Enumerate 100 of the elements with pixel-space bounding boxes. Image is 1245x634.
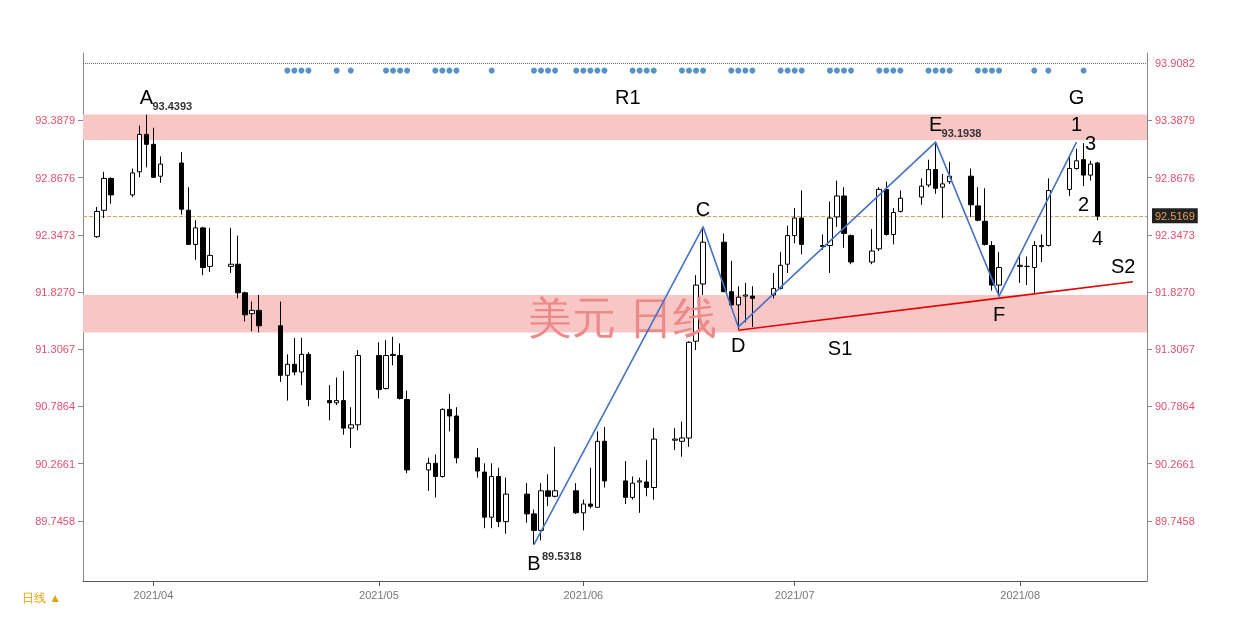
annotation: B: [527, 551, 541, 574]
candlestick: [778, 251, 783, 290]
candlestick: [721, 232, 727, 293]
x-tick-label: 2021/05: [359, 588, 399, 601]
candlestick: [884, 181, 889, 237]
candlestick: [982, 187, 988, 246]
candlestick: [940, 173, 945, 219]
y-tick-label: 90.2661: [35, 457, 75, 470]
candlestick: [285, 353, 290, 402]
candlestick: [94, 206, 100, 239]
candlestick: [623, 460, 628, 505]
candlestick: [475, 447, 480, 479]
x-tick-label: 2021/04: [133, 588, 174, 601]
candlestick: [573, 482, 579, 515]
candlestick: [1039, 234, 1044, 263]
candlestick: [869, 228, 875, 265]
x-tick-label: 2021/08: [1000, 588, 1041, 601]
candlestick: [158, 155, 163, 184]
candlestick: [602, 426, 607, 488]
x-tick-label: 2021/06: [563, 588, 604, 601]
annotation: 93.1938: [941, 127, 982, 140]
y-tick-label: 91.3067: [35, 343, 75, 356]
candlestick: [341, 370, 346, 436]
y2-tick-label: 92.8676: [1155, 171, 1195, 184]
candlestick: [440, 407, 445, 479]
y-tick-label: 92.3473: [35, 228, 75, 241]
candlestick: [1046, 177, 1051, 248]
y2-tick-label: 93.3879: [1155, 114, 1195, 127]
candlestick: [404, 390, 410, 474]
candlestick: [482, 462, 487, 529]
candlestick: [1088, 160, 1093, 182]
y-tick-label: 91.8270: [35, 286, 75, 299]
candlestick: [729, 260, 734, 307]
candlestick: [151, 127, 156, 178]
candlestick: [426, 457, 431, 492]
annotation: 2: [1078, 193, 1090, 216]
y2-tick-label: 90.7864: [1155, 400, 1195, 413]
candlestick: [630, 476, 635, 501]
y-tick-label: 93.3879: [35, 114, 75, 127]
candlestick: [637, 477, 642, 514]
series-label: S2: [1110, 254, 1136, 277]
candlestick: [193, 219, 198, 261]
candlestick: [595, 430, 600, 508]
band-label: S1: [827, 337, 853, 360]
annotation: 4: [1092, 227, 1104, 250]
candlestick: [588, 467, 593, 509]
candlestick: [926, 159, 931, 188]
annotation: G: [1068, 85, 1085, 108]
candlestick: [644, 459, 649, 497]
candlestick: [1095, 161, 1100, 221]
annotation: 1: [1070, 113, 1083, 136]
candlestick: [496, 467, 501, 528]
candlestick: [503, 477, 509, 535]
candlestick: [186, 186, 191, 245]
candlestick: [278, 301, 283, 383]
candlestick: [785, 225, 790, 274]
candlestick: [919, 177, 924, 206]
candlestick: [848, 234, 854, 265]
y2-tick-label: 91.3067: [1155, 343, 1195, 356]
candlestick: [651, 427, 657, 501]
y-tick-label: 89.7458: [35, 514, 75, 527]
candlestick: [1032, 240, 1037, 294]
ref-line-label: 93.9082: [1155, 56, 1195, 69]
candlestick: [1081, 142, 1086, 187]
annotation: 93.4393: [152, 100, 193, 113]
y2-tick-label: 91.8270: [1155, 286, 1195, 299]
candlestick: [1074, 148, 1079, 171]
annotation: A: [139, 85, 154, 108]
candlestick: [743, 282, 748, 323]
y2-tick-label: 92.3473: [1155, 228, 1195, 241]
candlestick: [750, 285, 755, 328]
candlestick: [306, 351, 311, 407]
candlestick: [891, 207, 896, 245]
candlestick: [968, 168, 974, 218]
annotation: 3: [1085, 131, 1097, 154]
candlestick: [130, 168, 135, 198]
candlestick: [975, 186, 981, 222]
y-tick-label: 92.8676: [35, 171, 75, 184]
annotation: 89.5318: [541, 550, 582, 562]
candlestick: [334, 377, 339, 406]
candlestick: [736, 285, 741, 330]
candlestick: [876, 186, 882, 252]
y2-tick-label: 89.7458: [1155, 514, 1195, 527]
ref-line-label: 92.5169: [1155, 209, 1195, 222]
candlestick: [898, 190, 903, 213]
y2-tick-label: 90.2661: [1155, 457, 1195, 470]
candlestick: [1024, 256, 1030, 286]
annotation: C: [695, 197, 711, 220]
band-label: R1: [615, 85, 641, 108]
x-tick-label: 2021/07: [774, 588, 815, 601]
candlestick: [327, 384, 332, 421]
candlestick: [144, 114, 149, 168]
annotation: D: [731, 333, 746, 356]
candlestick: [454, 406, 459, 464]
candlestick: [433, 454, 438, 498]
annotation: E: [928, 113, 943, 136]
candlestick: [792, 207, 797, 244]
candlestick: [581, 499, 586, 531]
candlestick: [933, 141, 938, 195]
candlestick: [299, 337, 304, 386]
